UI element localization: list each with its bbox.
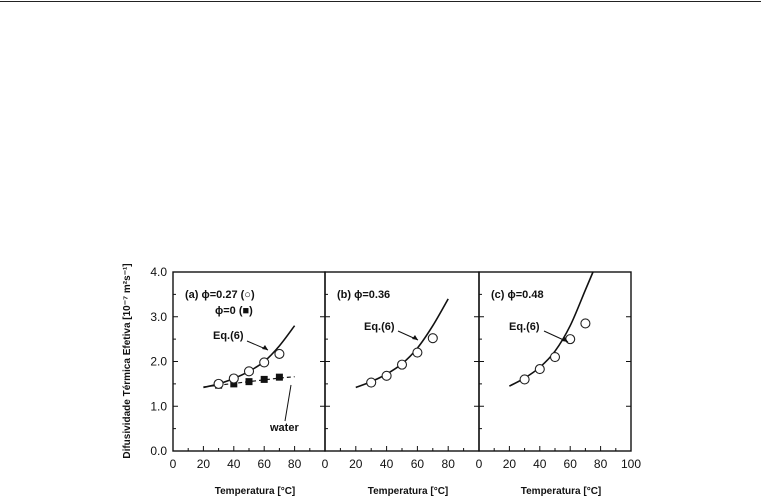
x-tick-label: 80	[288, 457, 302, 471]
eq6-label: Eq.(6)	[509, 321, 540, 333]
x-tick-label: 60	[564, 457, 578, 471]
open-circle-point	[412, 347, 423, 358]
eq6-arrowhead	[262, 345, 268, 350]
x-tick-label: 20	[197, 457, 211, 471]
x-tick-label: 20	[349, 457, 363, 471]
water-arrow	[284, 384, 292, 422]
open-circle-point	[396, 359, 408, 370]
water-label: water	[269, 422, 299, 434]
open-circle-point	[565, 334, 576, 345]
y-tick-label: 4.0	[150, 265, 167, 279]
panel-c: 0 20 40 60 80 100 Temperatura [°C] (c) ϕ=0.48 Eq…	[476, 271, 641, 497]
y-tick-label: 3.0	[150, 310, 167, 324]
x-tick-label: 0	[170, 457, 177, 471]
open-circle-point	[366, 377, 377, 388]
x-tick-label: 80	[442, 457, 456, 471]
filled-square-point	[275, 373, 283, 381]
open-circle-point	[580, 318, 591, 329]
filled-square-point	[245, 378, 253, 386]
eq6-arrowhead	[412, 335, 418, 340]
x-tick-label: 60	[258, 457, 272, 471]
filled-square-point	[260, 375, 268, 383]
panel-label: (b) ϕ=0.36	[337, 289, 390, 301]
eq6-arrowhead	[562, 337, 568, 342]
eq6-label: Eq.(6)	[364, 321, 395, 333]
panel-label-2: ϕ=0 (■)	[215, 305, 253, 317]
open-circle-point	[213, 378, 224, 389]
open-circle-point	[381, 370, 392, 381]
panel-b: 0 20 40 60 80 Temperatura [°C] (b) ϕ=0.36 Eq.(6…	[322, 271, 480, 497]
x-tick-label: 0	[476, 457, 483, 471]
x-tick-label: 100	[621, 457, 641, 471]
eq6-curve	[355, 298, 449, 389]
filled-square-point	[230, 380, 238, 388]
open-circle-point	[519, 374, 530, 385]
x-tick-label: 40	[380, 457, 394, 471]
open-circle-point	[549, 351, 561, 363]
x-tick-label: 40	[533, 457, 547, 471]
open-circle-point	[427, 333, 438, 344]
open-circle-point	[228, 373, 239, 384]
x-tick-label: 0	[322, 457, 329, 471]
x-tick-label: 80	[594, 457, 608, 471]
open-circle-point	[534, 364, 545, 375]
x-axis-title: Temperatura [°C]	[215, 486, 296, 497]
open-circle-point	[259, 357, 270, 368]
eq6-label: Eq.(6)	[213, 330, 244, 342]
y-tick-label: 0.0	[150, 444, 167, 458]
x-tick-label: 40	[227, 457, 241, 471]
x-tick-label: 20	[503, 457, 517, 471]
open-circle-point	[243, 366, 255, 377]
x-axis-title: Temperatura [°C]	[368, 486, 449, 497]
y-axis-title: Difusividade Térmica Efetiva [10⁻⁷ m²s⁻¹…	[122, 263, 133, 458]
y-tick-label: 2.0	[150, 355, 167, 369]
top-rule	[0, 1, 761, 2]
y-tick-label: 1.0	[150, 399, 167, 413]
panels-layer: 0 20 40 60 80 Temperatura [°C] (a) ϕ=0.27 (○) ϕ…	[150, 265, 641, 497]
x-axis-title: Temperatura [°C]	[521, 486, 602, 497]
panel-a: 0 20 40 60 80 Temperatura [°C] (a) ϕ=0.27 (○) ϕ…	[170, 271, 326, 497]
open-circle-point	[274, 348, 285, 359]
x-tick-label: 60	[411, 457, 425, 471]
panel-label: (a) ϕ=0.27 (○)	[185, 289, 255, 301]
panel-label: (c) ϕ=0.48	[491, 289, 544, 301]
